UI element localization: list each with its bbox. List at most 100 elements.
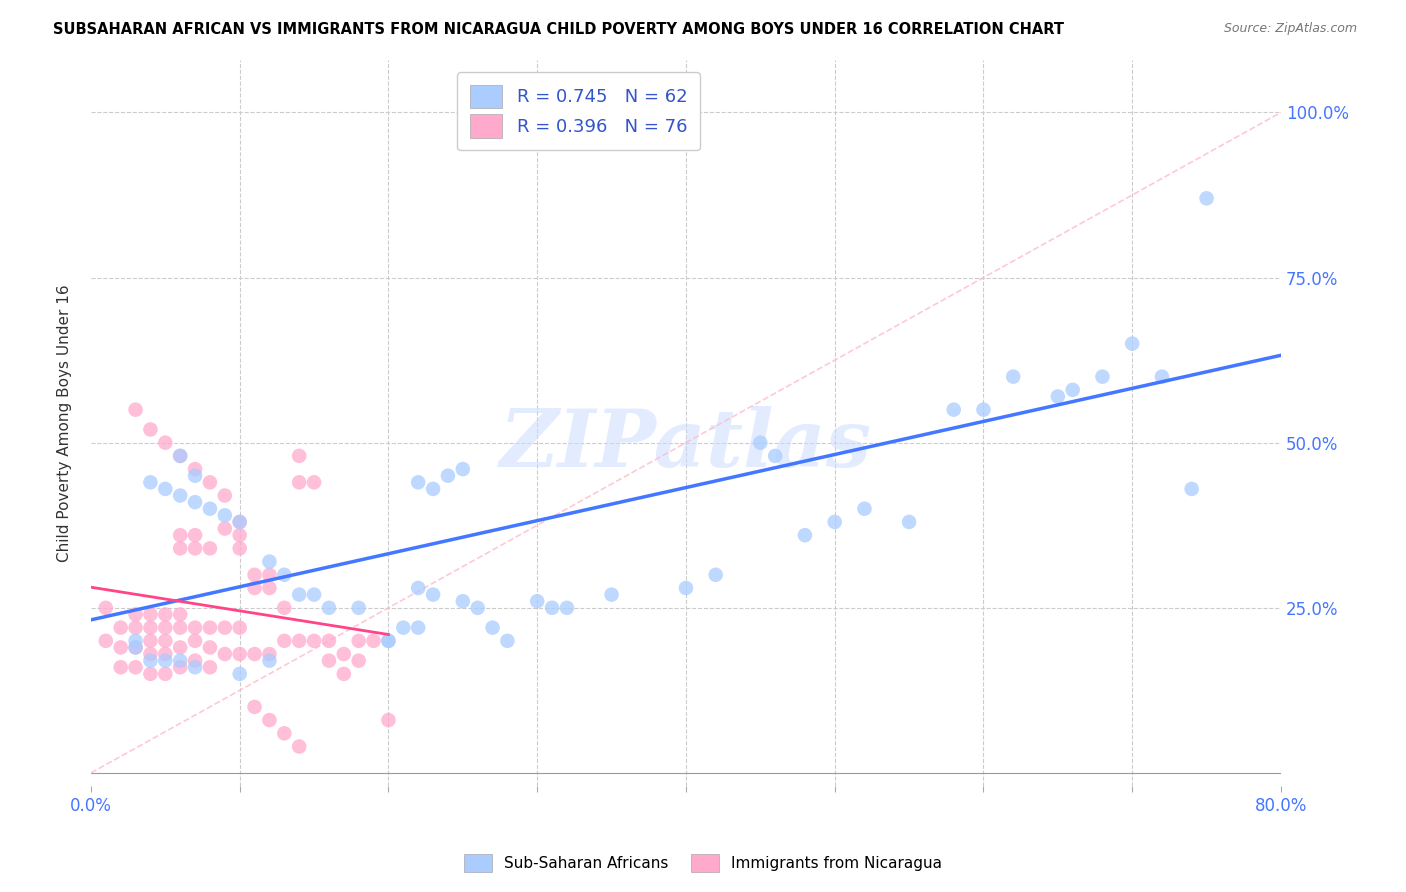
Point [273,633,295,648]
Point [763,449,786,463]
Point [437,468,460,483]
Point [155,435,177,450]
Point [794,528,817,542]
Point [214,508,236,523]
Point [139,647,162,661]
Point [645,105,668,120]
Point [318,600,340,615]
Point [259,567,281,582]
Point [155,647,177,661]
Text: Source: ZipAtlas.com: Source: ZipAtlas.com [1223,22,1357,36]
Point [184,495,207,509]
Point [302,588,325,602]
Point [139,422,162,436]
Point [184,621,207,635]
Text: ZIPatlas: ZIPatlas [501,406,872,483]
Point [259,654,281,668]
Point [853,501,876,516]
Point [555,600,578,615]
Point [124,660,146,674]
Point [898,515,921,529]
Point [169,489,191,503]
Point [198,640,221,655]
Legend: R = 0.745   N = 62, R = 0.396   N = 76: R = 0.745 N = 62, R = 0.396 N = 76 [457,72,700,150]
Point [110,660,132,674]
Point [422,482,444,496]
Point [942,402,965,417]
Point [94,600,117,615]
Point [406,581,429,595]
Point [645,105,668,120]
Point [288,633,311,648]
Point [451,462,474,476]
Point [169,449,191,463]
Point [704,567,727,582]
Point [377,713,399,727]
Point [363,633,385,648]
Point [214,522,236,536]
Point [600,588,623,602]
Point [94,633,117,648]
Point [406,475,429,490]
Point [347,600,370,615]
Point [139,666,162,681]
Point [1046,389,1069,403]
Point [496,633,519,648]
Point [318,633,340,648]
Point [749,435,772,450]
Point [110,640,132,655]
Point [243,581,266,595]
Point [406,621,429,635]
Point [184,633,207,648]
Point [288,449,311,463]
Point [228,647,250,661]
Point [155,621,177,635]
Point [259,713,281,727]
Point [139,621,162,635]
Point [184,654,207,668]
Point [422,588,444,602]
Point [972,402,994,417]
Y-axis label: Child Poverty Among Boys Under 16: Child Poverty Among Boys Under 16 [58,284,72,562]
Point [392,621,415,635]
Point [377,633,399,648]
Point [169,607,191,622]
Point [273,567,295,582]
Point [302,475,325,490]
Point [1091,369,1114,384]
Point [155,654,177,668]
Point [169,654,191,668]
Point [243,567,266,582]
Point [124,633,146,648]
Point [184,528,207,542]
Point [347,654,370,668]
Point [228,515,250,529]
Point [155,633,177,648]
Point [110,621,132,635]
Point [124,402,146,417]
Point [333,666,356,681]
Point [318,654,340,668]
Point [184,462,207,476]
Point [184,660,207,674]
Legend: Sub-Saharan Africans, Immigrants from Nicaragua: Sub-Saharan Africans, Immigrants from Ni… [457,846,949,880]
Point [288,475,311,490]
Point [377,633,399,648]
Point [214,621,236,635]
Point [1062,383,1084,397]
Point [124,621,146,635]
Point [169,640,191,655]
Point [228,528,250,542]
Point [169,541,191,556]
Point [526,594,548,608]
Point [1121,336,1143,351]
Point [198,621,221,635]
Point [288,739,311,754]
Point [541,600,564,615]
Point [214,647,236,661]
Point [139,607,162,622]
Point [169,660,191,674]
Text: SUBSAHARAN AFRICAN VS IMMIGRANTS FROM NICARAGUA CHILD POVERTY AMONG BOYS UNDER 1: SUBSAHARAN AFRICAN VS IMMIGRANTS FROM NI… [53,22,1064,37]
Point [139,654,162,668]
Point [1195,191,1218,205]
